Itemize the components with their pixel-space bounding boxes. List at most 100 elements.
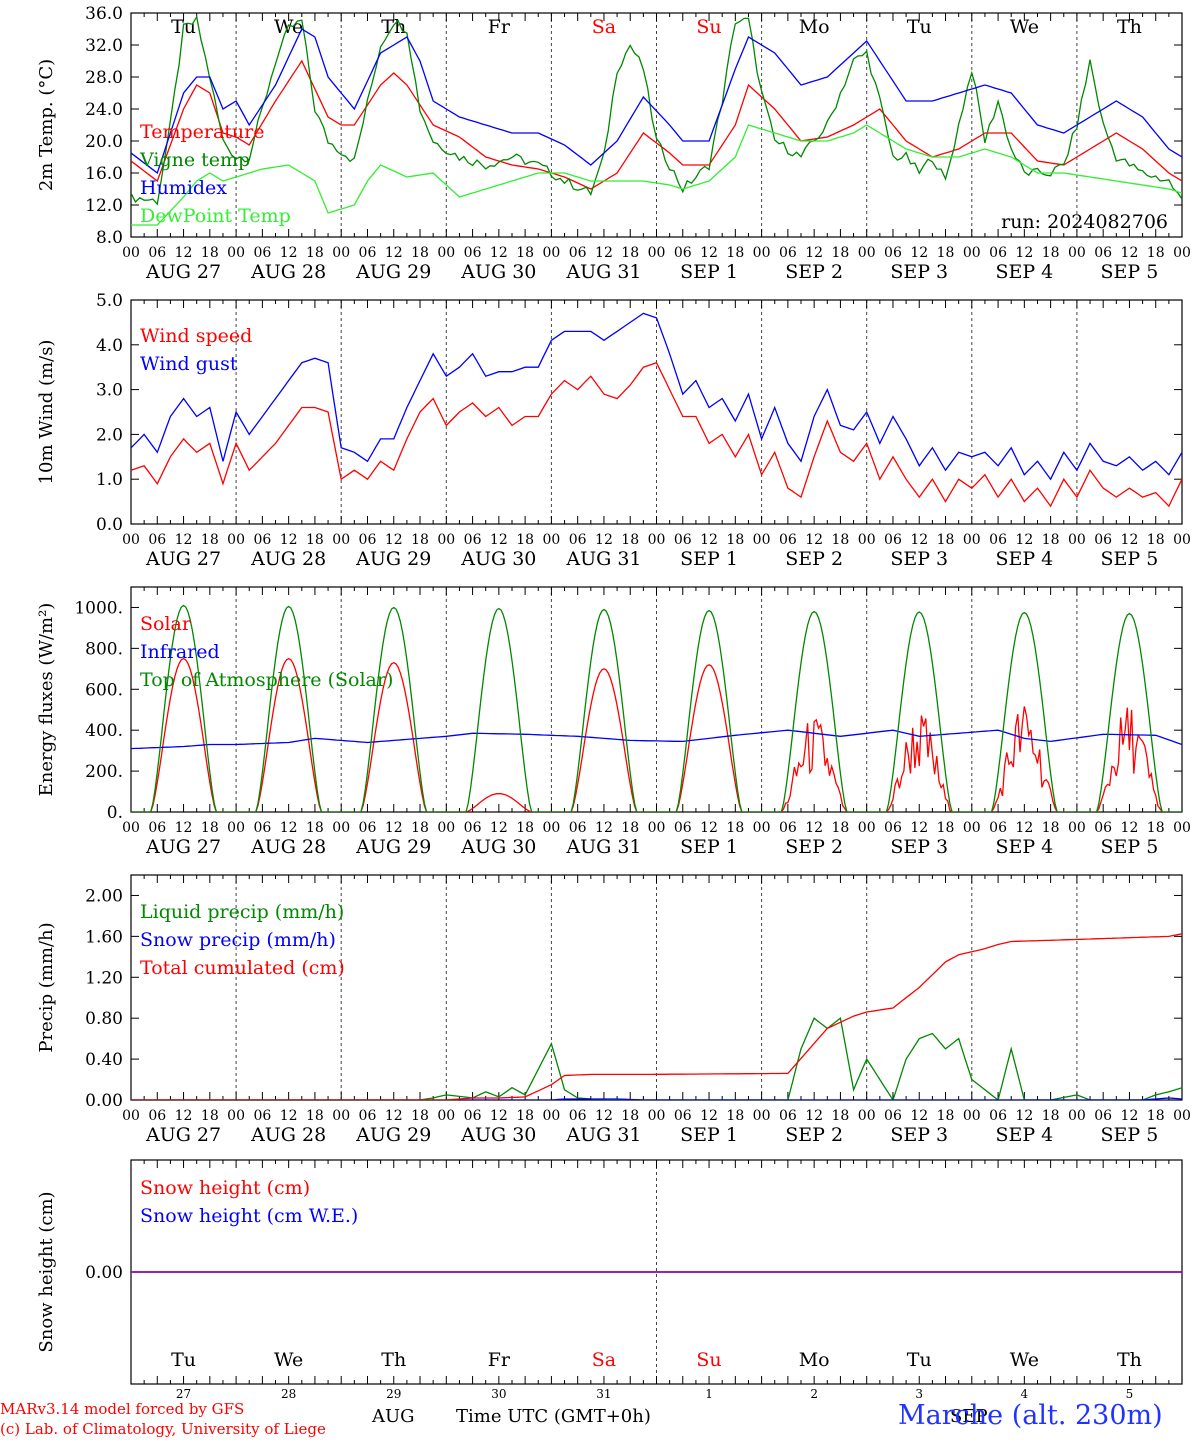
legend-entry: Top of Atmosphere (Solar) <box>140 669 393 691</box>
hour-tick-label: 12 <box>1121 532 1139 548</box>
hour-tick-label: 18 <box>832 1108 850 1124</box>
y-axis-label: Energy fluxes (W/m²) <box>36 603 57 797</box>
y-tick-label: 2.00 <box>85 886 123 906</box>
hour-tick-label: 12 <box>280 1108 298 1124</box>
hour-tick-label: 18 <box>621 1108 639 1124</box>
date-label: AUG 27 <box>145 548 221 570</box>
hour-tick-label: 18 <box>1147 245 1165 261</box>
hour-tick-label: 00 <box>122 1108 140 1124</box>
hour-tick-label: 06 <box>359 1108 377 1124</box>
y-tick-label: 1.0 <box>96 470 123 490</box>
hour-tick-label: 12 <box>700 820 718 836</box>
date-label: SEP 2 <box>785 836 843 858</box>
hour-tick-label: 12 <box>280 245 298 261</box>
legend-entry: DewPoint Temp <box>140 205 291 227</box>
hour-tick-label: 18 <box>1147 532 1165 548</box>
series-group <box>131 604 1182 812</box>
hour-tick-label: 00 <box>648 820 666 836</box>
hour-tick-label: 06 <box>464 532 482 548</box>
y-tick-label: 400. <box>85 721 123 741</box>
y-tick-label: 200. <box>85 762 123 782</box>
weekday-label: We <box>274 16 303 38</box>
hour-tick-label: 00 <box>753 1108 771 1124</box>
hour-tick-label: 12 <box>805 1108 823 1124</box>
hour-tick-label: 12 <box>385 532 403 548</box>
y-axis-label: Snow height (cm) <box>36 1191 57 1352</box>
date-label: AUG 29 <box>355 1124 431 1146</box>
date-label: AUG 27 <box>145 836 221 858</box>
hour-tick-label: 12 <box>700 1108 718 1124</box>
hour-tick-label: 00 <box>753 245 771 261</box>
hour-tick-label: 18 <box>306 245 324 261</box>
date-label: SEP 1 <box>680 836 738 858</box>
hour-tick-label: 00 <box>858 245 876 261</box>
hour-tick-label: 06 <box>674 245 692 261</box>
hour-tick-label: 00 <box>332 820 350 836</box>
hour-tick-label: 12 <box>805 245 823 261</box>
hour-tick-label: 12 <box>700 245 718 261</box>
y-tick-label: 0.40 <box>85 1050 123 1070</box>
date-label: AUG 31 <box>565 1124 641 1146</box>
date-label: SEP 4 <box>995 1124 1053 1146</box>
panel-precip: 0.00 0.40 0.80 1.20 1.60 2.00 Precip (mm/h) 00 0… <box>36 874 1191 1146</box>
hour-tick-label: 00 <box>542 1108 560 1124</box>
y-tick-label: 0.00 <box>85 1091 123 1111</box>
date-label: SEP 5 <box>1101 548 1159 570</box>
hour-tick-label: 00 <box>332 245 350 261</box>
hour-tick-label: 18 <box>411 1108 429 1124</box>
series-group <box>131 933 1182 1100</box>
hour-tick-label: 06 <box>253 1108 271 1124</box>
date-label: SEP 1 <box>680 1124 738 1146</box>
hour-tick-label: 18 <box>201 1108 219 1124</box>
hour-tick-label: 06 <box>464 1108 482 1124</box>
hour-tick-label: 00 <box>227 1108 245 1124</box>
hour-tick-label: 12 <box>1015 820 1033 836</box>
day-number-label: 29 <box>386 1387 401 1401</box>
hour-tick-label: 00 <box>437 1108 455 1124</box>
y-tick-label: 2.0 <box>96 425 123 445</box>
hour-tick-label: 06 <box>148 245 166 261</box>
date-label: SEP 5 <box>1101 1124 1159 1146</box>
hour-tick-label: 00 <box>648 532 666 548</box>
date-label: AUG 31 <box>565 548 641 570</box>
hour-tick-label: 00 <box>122 245 140 261</box>
hour-tick-label: 12 <box>595 245 613 261</box>
hour-tick-label: 06 <box>779 1108 797 1124</box>
hour-tick-label: 00 <box>753 820 771 836</box>
y-tick-label: 5.0 <box>96 291 123 311</box>
hour-tick-label: 18 <box>726 245 744 261</box>
hour-tick-label: 06 <box>779 245 797 261</box>
run-label: run: 2024082706 <box>1001 211 1168 233</box>
weekday-label: Th <box>1117 1349 1142 1371</box>
hour-tick-label: 18 <box>832 820 850 836</box>
date-label: AUG 28 <box>250 836 326 858</box>
series-line-vigne-temp <box>131 15 1182 206</box>
hour-tick-label: 06 <box>569 820 587 836</box>
weekday-label: Fr <box>488 16 511 38</box>
weekday-label: Sa <box>592 1349 616 1371</box>
series-line-infrared <box>131 729 1182 750</box>
legend-entry: Snow height (cm W.E.) <box>140 1205 358 1227</box>
hour-tick-label: 12 <box>700 532 718 548</box>
y-tick-label: 0. <box>107 803 123 823</box>
hour-tick-label: 18 <box>832 245 850 261</box>
weekday-label: Sa <box>592 16 616 38</box>
weekday-label: Mo <box>799 1349 830 1371</box>
hour-tick-label: 00 <box>858 1108 876 1124</box>
hour-tick-label: 18 <box>201 245 219 261</box>
y-tick-label: 12.0 <box>85 196 123 216</box>
hour-tick-label: 18 <box>726 1108 744 1124</box>
hour-tick-label: 06 <box>148 532 166 548</box>
series-line-liquid-precip-mm-h- <box>131 1017 1182 1100</box>
hour-tick-label: 12 <box>910 245 928 261</box>
legend-entry: Wind speed <box>140 325 252 347</box>
hour-tick-label: 12 <box>1121 245 1139 261</box>
hour-tick-label: 00 <box>1173 245 1191 261</box>
date-label: AUG 30 <box>460 1124 536 1146</box>
hour-tick-label: 00 <box>542 245 560 261</box>
hour-tick-label: 00 <box>1173 820 1191 836</box>
hour-tick-label: 12 <box>175 820 193 836</box>
date-label: AUG 28 <box>250 1124 326 1146</box>
hour-tick-label: 06 <box>148 820 166 836</box>
